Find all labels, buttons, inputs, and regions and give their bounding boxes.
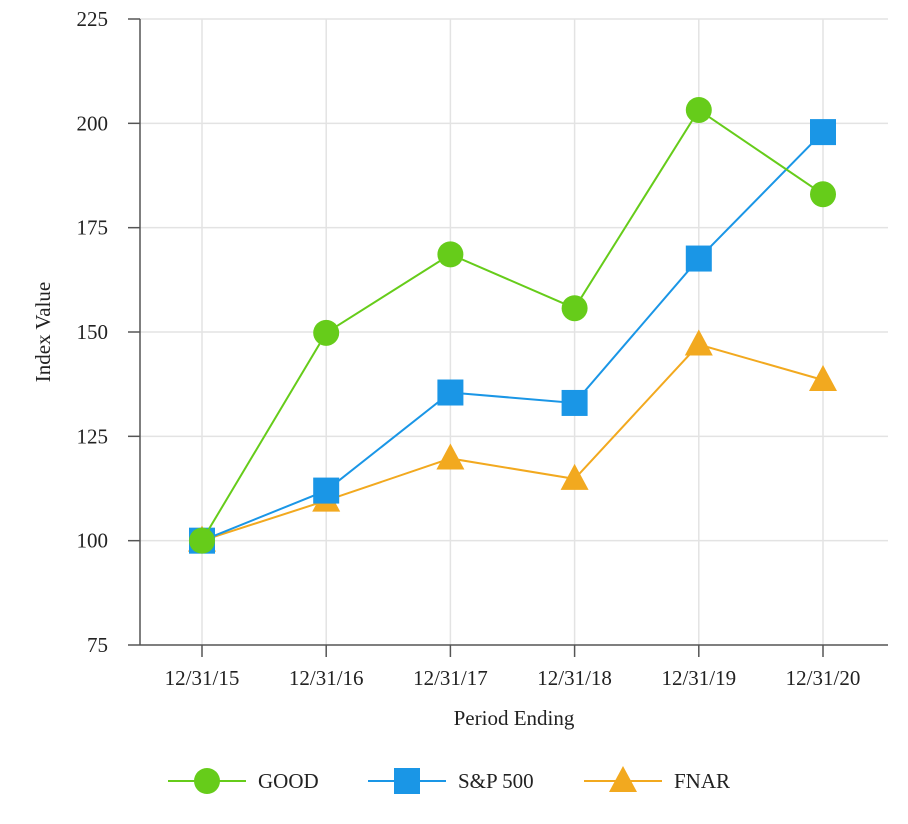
- x-tick-label: 12/31/17: [413, 666, 488, 690]
- series-good: [189, 96, 836, 554]
- x-tick-label: 12/31/20: [786, 666, 861, 690]
- legend-label-fnar: FNAR: [674, 769, 730, 793]
- series-s-p-500: [189, 119, 836, 554]
- data-point-good: [189, 527, 215, 554]
- x-tick-label: 12/31/15: [165, 666, 240, 690]
- y-tick-label: 100: [77, 529, 109, 553]
- data-point-s-p-500: [313, 477, 340, 504]
- x-tick-label: 12/31/16: [289, 666, 364, 690]
- y-tick-label: 225: [77, 7, 109, 31]
- legend-item-s-p-500: S&P 500: [368, 768, 534, 794]
- series-line-good: [201, 108, 824, 542]
- data-point-good: [810, 181, 836, 208]
- legend: GOOD S&P 500 FNAR: [168, 766, 730, 794]
- data-point-good: [313, 319, 340, 346]
- legend-label-good: GOOD: [258, 769, 319, 793]
- data-point-fnar: [684, 329, 713, 356]
- x-tick-label: 12/31/18: [537, 666, 612, 690]
- legend-item-good: GOOD: [168, 768, 319, 794]
- legend-label-s-p-500: S&P 500: [458, 769, 534, 793]
- y-axis-title: Index Value: [31, 282, 55, 383]
- grid-lines: [140, 18, 888, 645]
- y-tick-label: 75: [87, 633, 108, 657]
- x-axis-title: Period Ending: [454, 706, 575, 730]
- y-tick-labels: 75 100 125 150 175 200 225: [77, 7, 109, 657]
- x-tick-label: 12/31/19: [661, 666, 736, 690]
- data-point-good: [437, 241, 464, 268]
- data-point-s-p-500: [685, 245, 712, 272]
- data-point-good: [685, 96, 712, 123]
- data-point-fnar: [560, 463, 589, 490]
- legend-item-fnar: FNAR: [584, 766, 730, 793]
- legend-marker-s-p-500: [394, 768, 420, 794]
- data-point-fnar: [436, 443, 465, 470]
- data-point-s-p-500: [561, 389, 588, 416]
- series-line-fnar: [201, 343, 824, 542]
- legend-marker-good: [194, 768, 220, 794]
- legend-marker-fnar: [609, 766, 637, 792]
- x-tick-labels: 12/31/15 12/31/16 12/31/17 12/31/18 12/31/19…: [165, 666, 861, 690]
- data-point-s-p-500: [437, 379, 464, 406]
- series-group: [188, 96, 837, 554]
- data-point-s-p-500: [810, 119, 836, 146]
- series-fnar: [188, 329, 837, 552]
- axes: [128, 18, 888, 657]
- y-tick-label: 150: [77, 320, 109, 344]
- y-tick-label: 125: [77, 424, 109, 448]
- data-point-good: [561, 295, 588, 322]
- y-tick-label: 200: [77, 111, 109, 135]
- series-line-s-p-500: [201, 131, 824, 542]
- data-point-fnar: [809, 364, 837, 391]
- y-tick-label: 175: [77, 216, 109, 240]
